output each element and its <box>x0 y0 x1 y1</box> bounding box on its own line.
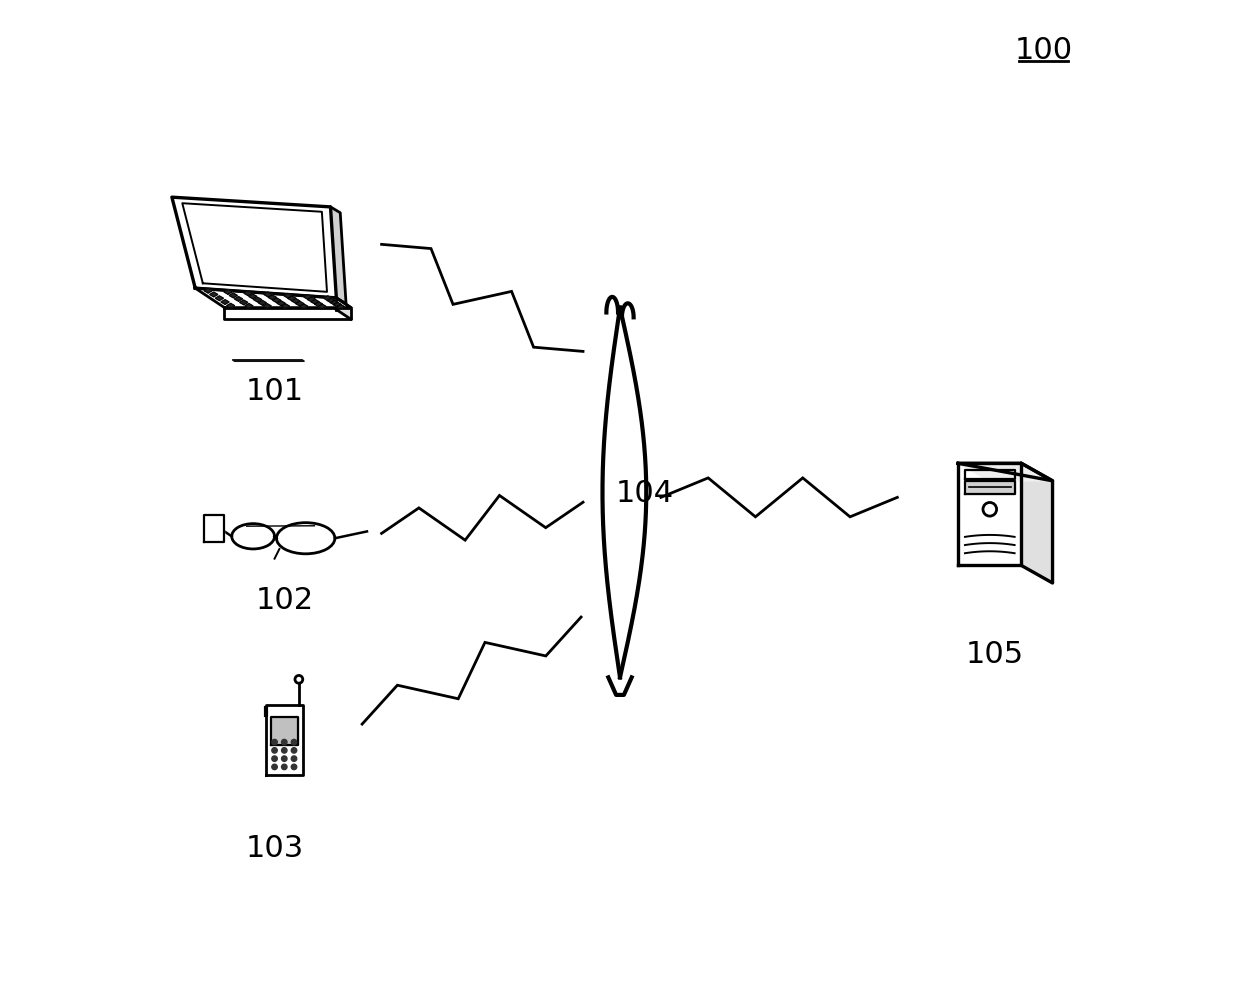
Polygon shape <box>273 299 280 304</box>
Polygon shape <box>288 297 296 302</box>
Circle shape <box>281 740 286 745</box>
Text: 100: 100 <box>1014 36 1073 65</box>
Text: 101: 101 <box>246 377 304 405</box>
Text: 102: 102 <box>255 586 314 614</box>
Polygon shape <box>959 463 1022 566</box>
Polygon shape <box>1022 463 1053 584</box>
Polygon shape <box>253 298 262 303</box>
Polygon shape <box>264 293 272 298</box>
Circle shape <box>272 748 278 753</box>
Polygon shape <box>224 309 351 320</box>
Polygon shape <box>232 361 305 362</box>
Circle shape <box>272 764 278 770</box>
Circle shape <box>291 748 296 753</box>
Circle shape <box>295 675 303 683</box>
Polygon shape <box>295 302 304 307</box>
Circle shape <box>272 756 278 761</box>
Polygon shape <box>603 309 646 677</box>
Polygon shape <box>317 305 326 310</box>
Polygon shape <box>244 305 253 309</box>
Polygon shape <box>311 300 319 305</box>
Polygon shape <box>268 296 277 301</box>
Polygon shape <box>265 705 303 775</box>
Text: 104: 104 <box>615 478 673 508</box>
Circle shape <box>983 503 997 517</box>
Polygon shape <box>304 296 312 300</box>
Text: 105: 105 <box>966 639 1024 668</box>
Polygon shape <box>284 294 291 299</box>
Polygon shape <box>172 198 336 299</box>
Polygon shape <box>327 299 335 304</box>
Polygon shape <box>229 294 237 299</box>
Polygon shape <box>263 305 272 309</box>
Polygon shape <box>277 302 285 307</box>
Polygon shape <box>205 516 224 542</box>
Polygon shape <box>336 299 351 320</box>
Circle shape <box>291 756 296 761</box>
Polygon shape <box>959 463 1053 481</box>
Polygon shape <box>227 304 234 309</box>
Polygon shape <box>216 297 223 302</box>
Circle shape <box>291 740 296 745</box>
Ellipse shape <box>232 525 274 549</box>
Polygon shape <box>224 290 232 295</box>
Circle shape <box>291 764 296 770</box>
Polygon shape <box>221 301 229 305</box>
Polygon shape <box>258 301 267 306</box>
Polygon shape <box>308 298 315 303</box>
Circle shape <box>281 756 286 761</box>
Polygon shape <box>965 481 1014 494</box>
Polygon shape <box>300 305 308 310</box>
Polygon shape <box>336 305 345 310</box>
Polygon shape <box>315 303 322 307</box>
Circle shape <box>281 748 286 753</box>
Polygon shape <box>244 292 252 296</box>
Polygon shape <box>239 301 248 306</box>
Polygon shape <box>210 293 218 298</box>
Circle shape <box>281 764 286 770</box>
Polygon shape <box>281 305 290 310</box>
Polygon shape <box>334 303 341 308</box>
Polygon shape <box>324 297 332 302</box>
Text: 103: 103 <box>246 833 304 863</box>
Polygon shape <box>959 463 1053 481</box>
Polygon shape <box>330 301 339 306</box>
Ellipse shape <box>277 524 335 554</box>
Polygon shape <box>234 298 243 302</box>
Polygon shape <box>270 718 298 745</box>
Polygon shape <box>331 208 346 305</box>
Circle shape <box>272 740 278 745</box>
Polygon shape <box>195 289 351 309</box>
Polygon shape <box>291 300 300 304</box>
Polygon shape <box>205 289 212 294</box>
Polygon shape <box>249 295 257 300</box>
